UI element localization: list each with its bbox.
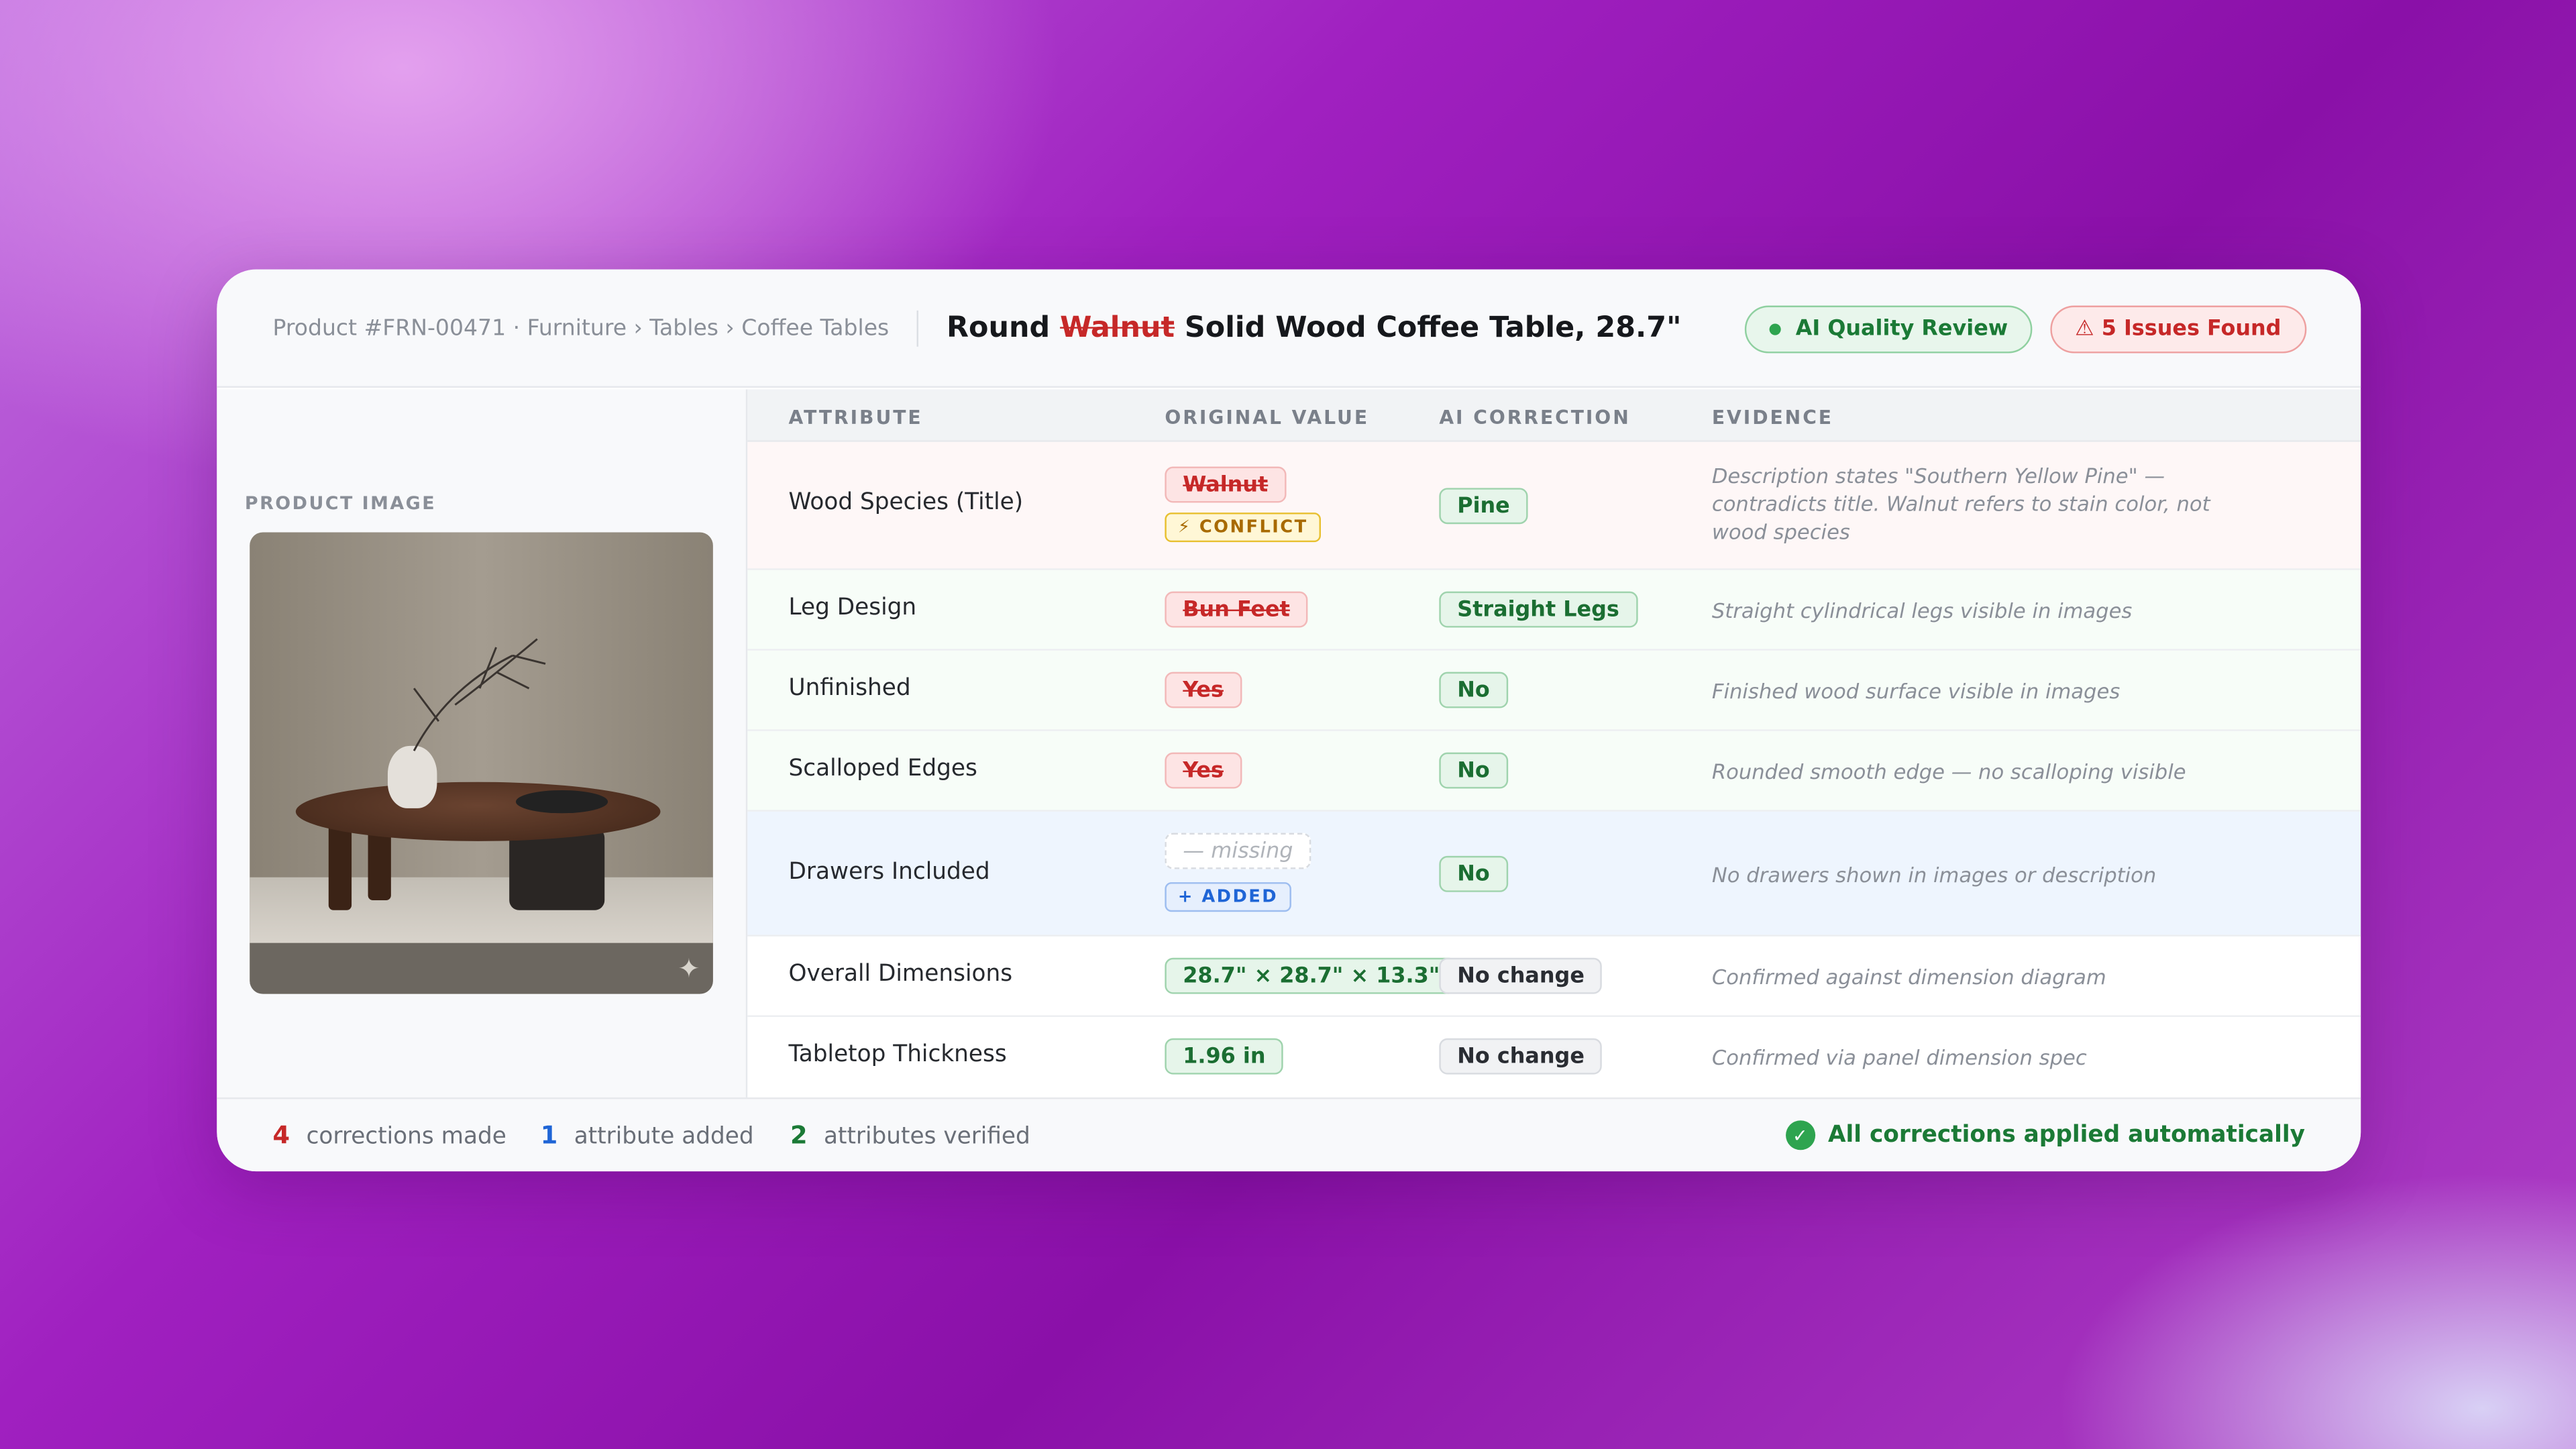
table-row: Leg Design Bun Feet Straight Legs Straig… [747,570,2361,651]
product-image: ✦ [250,532,713,994]
check-circle-icon: ✓ [1785,1120,1815,1150]
corrections-stat: 4 corrections made [273,1120,506,1150]
attribute-name: Leg Design [788,594,917,621]
attribute-name: Drawers Included [788,859,990,886]
column-original-value: ORIGINAL VALUE [1165,405,1370,429]
added-tag: + ADDED [1165,882,1291,912]
table-row: Tabletop Thickness 1.96 in No change Con… [747,1016,2361,1097]
attribute-name: Overall Dimensions [788,961,1013,987]
added-count: 1 [540,1120,558,1150]
original-value: 1.96 in [1165,1038,1284,1075]
verified-count: 2 [790,1120,808,1150]
evidence: Confirmed via panel dimension spec [1711,1044,2087,1070]
table-row: Wood Species (Title) Walnut ⚡ CONFLICT P… [747,441,2361,570]
added-label: attribute added [574,1124,754,1150]
column-ai-correction: AI CORRECTION [1439,405,1631,429]
evidence: Rounded smooth edge — no scalloping visi… [1711,759,2186,784]
ai-quality-review-badge[interactable]: AI Quality Review [1744,305,2033,354]
header: Product #FRN-00471 · Furniture › Tables … [217,269,2361,388]
product-image-panel: PRODUCT IMAGE ✦ [217,389,748,1097]
original-value: Walnut [1165,466,1287,503]
ai-correction: No change [1439,957,1603,994]
vase [387,745,437,808]
ai-correction: Straight Legs [1439,591,1638,628]
ai-correction: Pine [1439,488,1528,525]
status-message: ✓ All corrections applied automatically [1785,1120,2305,1150]
attribute-name: Scalloped Edges [788,755,977,782]
added-stat: 1 attribute added [541,1120,754,1150]
table-row: Overall Dimensions 28.7" × 28.7" × 13.3"… [747,936,2361,1017]
ai-correction: No [1439,752,1508,789]
attribute-name: Unfinished [788,675,911,702]
evidence: Confirmed against dimension diagram [1711,964,2106,989]
evidence: Straight cylindrical legs visible in ima… [1711,598,2133,623]
title-suffix: Solid Wood Coffee Table, 28.7" [1184,311,1682,345]
column-attribute: ATTRIBUTE [788,405,923,429]
evidence: Description states "Southern Yellow Pine… [1711,463,2210,544]
table-header: ATTRIBUTE ORIGINAL VALUE AI CORRECTION E… [747,389,2361,442]
original-value: Bun Feet [1165,591,1308,628]
summary-footer: 4 corrections made 1 attribute added 2 attr… [217,1097,2361,1172]
attributes-table: ATTRIBUTE ORIGINAL VALUE AI CORRECTION E… [747,389,2361,1097]
corrections-label: corrections made [306,1124,506,1150]
issues-found-badge[interactable]: ⚠ 5 Issues Found [2050,305,2306,354]
attribute-name: Wood Species (Title) [788,489,1024,516]
table-row: Scalloped Edges Yes No Rounded smooth ed… [747,731,2361,812]
breadcrumb[interactable]: Product #FRN-00471 · Furniture › Tables … [272,314,890,341]
attribute-name: Tabletop Thickness [788,1041,1007,1068]
conflict-tag: ⚡ CONFLICT [1165,513,1322,543]
verified-label: attributes verified [824,1124,1030,1150]
verified-stat: 2 attributes verified [790,1120,1030,1150]
status-text: All corrections applied automatically [1827,1122,2305,1148]
original-value: Yes [1165,752,1242,789]
product-title: Round Walnut Solid Wood Coffee Table, 28… [947,311,1681,344]
ai-correction: No [1439,672,1508,708]
table-row: Unfinished Yes No Finished wood surface … [747,650,2361,731]
column-evidence: EVIDENCE [1711,405,1834,429]
ai-correction: No change [1439,1038,1603,1075]
review-card: Product #FRN-00471 · Furniture › Tables … [217,269,2361,1172]
evidence: No drawers shown in images or descriptio… [1711,862,2157,888]
evidence: Finished wood surface visible in images [1711,678,2121,704]
corrections-count: 4 [272,1120,290,1150]
ai-correction: No [1439,855,1508,892]
original-value: Yes [1165,672,1242,708]
title-prefix: Round [947,311,1051,345]
divider [916,309,919,346]
original-value-missing: — missing [1165,833,1311,869]
original-value: 28.7" × 28.7" × 13.3" [1165,957,1458,994]
ai-badge-label: AI Quality Review [1795,317,2008,342]
table-row: Drawers Included — missing + ADDED No No… [747,811,2361,936]
title-struck-word: Walnut [1060,311,1175,345]
product-image-label: PRODUCT IMAGE [244,492,437,515]
status-dot-icon [1769,323,1781,335]
sparkle-icon[interactable]: ✦ [678,953,700,984]
